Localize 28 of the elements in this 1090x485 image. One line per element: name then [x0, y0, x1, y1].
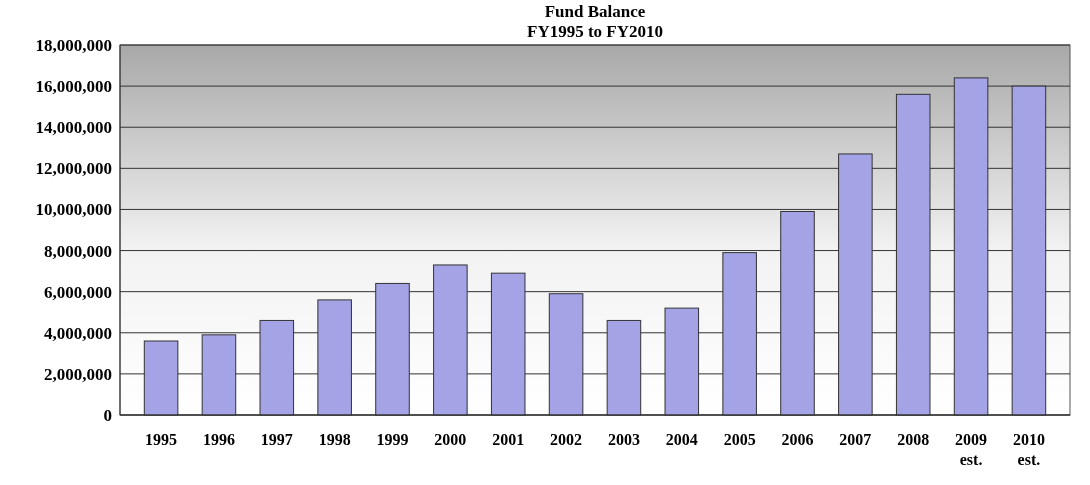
- y-tick-label: 12,000,000: [35, 159, 112, 179]
- x-tick-label: 2007: [839, 431, 872, 448]
- x-tick-label: 2006: [781, 431, 814, 448]
- chart-subtitle: FY1995 to FY2010: [527, 22, 663, 41]
- y-tick-label: 2,000,000: [44, 364, 112, 384]
- x-tick-label: 2009 est.: [955, 431, 988, 468]
- x-tick-label: 1995: [145, 431, 178, 448]
- y-tick-label: 10,000,000: [35, 200, 112, 220]
- y-tick-label: 16,000,000: [35, 77, 112, 97]
- y-tick-label: 14,000,000: [35, 118, 112, 138]
- chart-title: Fund Balance: [544, 2, 646, 21]
- y-tick-label: 8,000,000: [44, 241, 112, 261]
- x-tick-label: 2001: [492, 431, 525, 448]
- y-tick-label: 18,000,000: [35, 35, 112, 55]
- x-tick-label: 1999: [376, 431, 409, 448]
- x-tick-label: 1996: [202, 431, 235, 448]
- x-tick-label: 2004: [665, 431, 698, 448]
- x-tick-label: 1998: [318, 431, 351, 448]
- x-tick-label: 2008: [897, 431, 930, 448]
- x-tick-label: 2010 est.: [1012, 431, 1045, 468]
- y-tick-label: 0: [103, 405, 112, 425]
- x-tick-label: 2003: [607, 431, 640, 448]
- x-tick-label: 1997: [260, 431, 293, 448]
- x-tick-label: 2005: [723, 431, 756, 448]
- y-tick-label: 6,000,000: [44, 282, 112, 302]
- x-tick-label: 2002: [550, 431, 583, 448]
- x-tick-label: 2000: [434, 431, 467, 448]
- y-tick-label: 4,000,000: [44, 323, 112, 343]
